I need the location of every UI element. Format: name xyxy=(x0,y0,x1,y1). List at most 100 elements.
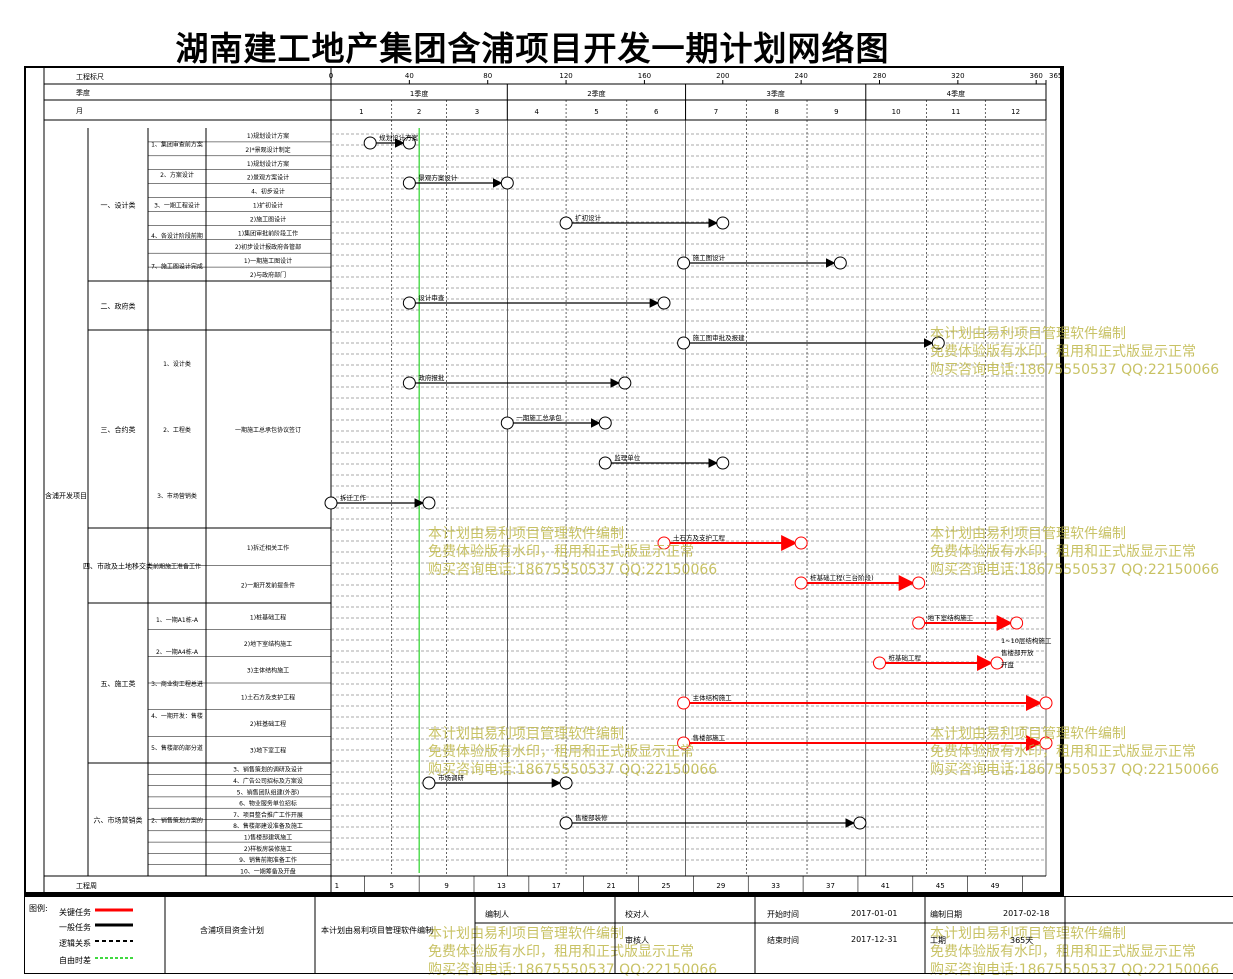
week-label: 1 xyxy=(335,882,339,890)
task-label: 主体结构施工 xyxy=(693,693,733,702)
week-label: 29 xyxy=(716,882,725,890)
week-label: 45 xyxy=(936,882,945,890)
month-label: 8 xyxy=(774,108,778,116)
legend-float-label: 自由时差 xyxy=(59,956,91,965)
detail-label: 2)地下室结构施工 xyxy=(244,640,292,648)
task-label: 拆迁工作 xyxy=(340,493,367,502)
task-node-start xyxy=(598,456,612,470)
day-tick-label: 320 xyxy=(951,72,964,80)
footer-grid xyxy=(95,897,1233,973)
header-label-scale: 工程标尺 xyxy=(76,72,104,81)
quarter-label: 3季度 xyxy=(766,89,784,98)
task-label: 桩基础工程 xyxy=(888,653,921,662)
quarter-label: 2季度 xyxy=(587,89,605,98)
watermark-1: 本计划由易利项目管理软件编制 免费体验版有水印，租用和正式版显示正常 购买咨询电话:… xyxy=(930,326,1220,378)
note-label: 开盘 xyxy=(1001,660,1015,669)
task-node-end xyxy=(422,496,436,510)
day-tick-label: 80 xyxy=(483,72,492,80)
sub-label: 5、售楼部的部分道 xyxy=(151,744,203,752)
sub-label: 4、一期开发：售楼 xyxy=(151,712,203,720)
header-label-month: 月 xyxy=(76,107,83,115)
task-node-end xyxy=(1039,696,1053,710)
start-label: 开始时间 xyxy=(767,910,799,919)
task-node-end xyxy=(794,536,808,550)
sub-label: 4、各设计阶段前期 xyxy=(151,232,203,240)
task-node-end xyxy=(598,416,612,430)
detail-label: 1)扩初设计 xyxy=(253,202,283,210)
sub-label: 3、一期工程设计 xyxy=(154,202,200,210)
reviewer-label: 校对人 xyxy=(625,910,649,919)
detail-label: 2)施工图设计 xyxy=(250,215,286,223)
task-node-start xyxy=(559,216,573,230)
month-label: 1 xyxy=(359,108,363,116)
detail-label: 10、一期筹备及开盘 xyxy=(240,867,296,875)
legend-normal-label: 一般任务 xyxy=(59,923,91,932)
duration-label: 工期 xyxy=(930,936,946,945)
month-label: 6 xyxy=(654,108,659,116)
network-diagram-frame: 工程标尺 季度月 0 40 80 120 160 200 240 280 320 360 365 1季度 2… xyxy=(24,66,1064,896)
task-label: 扩初设计 xyxy=(575,213,602,222)
watermark-4: 本计划由易利项目管理软件编制 免费体验版有水印，租用和正式版显示正常 购买咨询电话:… xyxy=(428,726,718,778)
detail-label: 4、广告公司招标及方案设 xyxy=(233,777,303,785)
week-label: 33 xyxy=(771,882,780,890)
legend-critical-label: 关键任务 xyxy=(59,908,91,917)
editor-label: 编制人 xyxy=(485,910,509,919)
note-label: 售楼部开放 xyxy=(1001,648,1034,657)
task-node-start xyxy=(677,256,691,270)
task-node-start xyxy=(677,696,691,710)
sub-label: 3、商业街工程总进 xyxy=(151,680,203,688)
task-node-end xyxy=(402,136,416,150)
detail-label: 2)初步设计报政府各管部 xyxy=(235,243,301,251)
sub-label: 2、方案设计 xyxy=(160,171,194,179)
group-label: 二、政府类 xyxy=(101,302,136,311)
task-node-start xyxy=(324,496,338,510)
task-node-end xyxy=(1010,616,1024,630)
task-node-end xyxy=(833,256,847,270)
made-label: 编制日期 xyxy=(930,910,962,919)
sub-label: 2、工程类 xyxy=(163,426,191,434)
task-label: 政府报批 xyxy=(418,373,445,382)
detail-label: 1)售楼部建筑施工 xyxy=(244,833,292,841)
detail-label: 3)主体结构施工 xyxy=(247,667,289,675)
task-label: 售楼部装修 xyxy=(575,813,608,822)
month-label: 12 xyxy=(1011,108,1020,116)
detail-label: 2)样板房装修施工 xyxy=(244,845,292,853)
week-label: 9 xyxy=(444,882,448,890)
watermark-6: 本计划由易利项目管理软件编制 免费体验版有水印，租用和正式版显示正常 购买咨询电话:… xyxy=(428,926,718,978)
task-node-end xyxy=(657,296,671,310)
week-label: 37 xyxy=(826,882,835,890)
detail-label: 2)*景观设计制定 xyxy=(245,146,290,154)
task-node-start xyxy=(872,656,886,670)
task-label: 桩基础工程(三台阶段) xyxy=(810,573,874,582)
watermark-7: 本计划由易利项目管理软件编制 免费体验版有水印，租用和正式版显示正常 购买咨询电话:… xyxy=(930,926,1220,978)
group-label: 三、合约类 xyxy=(101,425,136,434)
sub-label: 7、施工图设计完成 xyxy=(151,263,203,271)
sub-label: 1、设计类 xyxy=(163,360,191,368)
detail-label: 7、项目整合推广工作开展 xyxy=(233,811,303,819)
group-label: 一、设计类 xyxy=(101,201,136,210)
detail-label: 一期施工总承包协议签订 xyxy=(235,426,301,434)
group-label: 六、市场营销类 xyxy=(94,816,143,825)
task-node-end xyxy=(559,776,573,790)
task-node-end xyxy=(618,376,632,390)
detail-label: 2)与政府部门 xyxy=(250,271,286,279)
task-node-end xyxy=(853,816,867,830)
quarter-label: 4季度 xyxy=(947,89,965,98)
day-tick-label: 280 xyxy=(873,72,886,80)
watermark-2: 本计划由易利项目管理软件编制 免费体验版有水印，租用和正式版显示正常 购买咨询电话:… xyxy=(428,526,718,578)
day-tick-label: 365 xyxy=(1049,72,1062,80)
month-label: 2 xyxy=(417,108,421,116)
task-node-end xyxy=(1039,736,1053,750)
task-node-start xyxy=(677,736,691,750)
task-node-start xyxy=(657,536,671,550)
task-label: 景观方案设计 xyxy=(418,173,458,182)
legend-logic-label: 逻辑关系 xyxy=(59,939,91,948)
sub-label: 1、一期A1栋-A xyxy=(156,616,199,624)
task-label: 监理单位 xyxy=(614,453,641,462)
day-tick-label: 240 xyxy=(794,72,807,80)
task-label: 一期施工总承包 xyxy=(516,413,562,422)
week-label: 5 xyxy=(389,882,393,890)
sub-label: 2、销售策划方案的 xyxy=(151,817,203,825)
task-node-end xyxy=(716,456,730,470)
